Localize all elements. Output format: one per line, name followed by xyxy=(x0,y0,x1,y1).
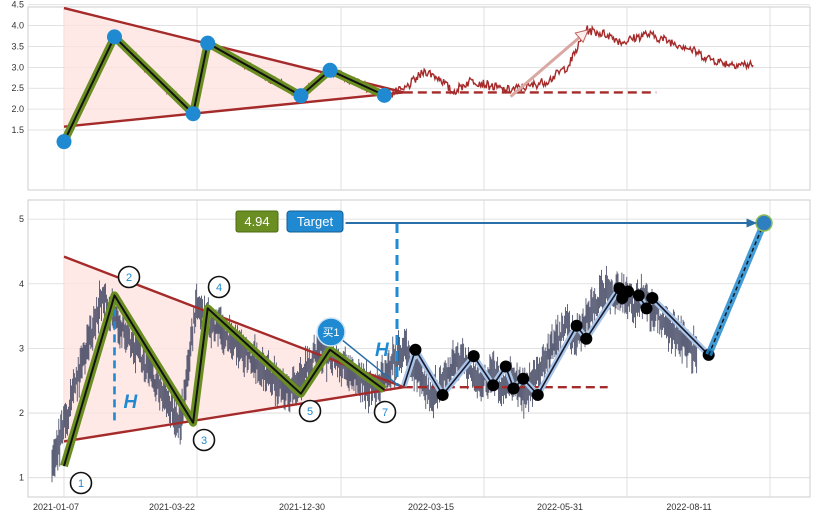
top-breakout-arrow-head xyxy=(574,29,590,44)
pivot-number-label: 4 xyxy=(216,282,222,294)
future-path-point xyxy=(622,285,635,298)
height-label-projection: H xyxy=(375,340,390,361)
top-y-tick-label: 3.5 xyxy=(11,41,24,51)
x-tick-label: 2022-03-15 xyxy=(408,502,454,512)
future-path-point xyxy=(580,332,593,345)
pivot-number-label: 2 xyxy=(126,272,132,284)
bottom-zigzag-inner xyxy=(63,294,385,467)
bottom-y-tick-label: 2 xyxy=(19,408,24,418)
pivot-number-label: 1 xyxy=(78,478,84,490)
breakout-marker xyxy=(316,317,346,347)
pivot-number-marker xyxy=(117,265,141,289)
pivot-number-label: 3 xyxy=(201,435,207,447)
target-value-label: 4.94 xyxy=(244,214,269,229)
future-path-point xyxy=(507,382,520,395)
top-pivot-point xyxy=(56,134,72,150)
x-tick-label: 2021-12-30 xyxy=(279,502,325,512)
future-path-point xyxy=(640,302,653,315)
future-path-point xyxy=(570,319,583,332)
top-breakout-arrow-shaft xyxy=(509,36,581,98)
pivot-number-marker xyxy=(207,275,231,299)
height-label-pattern: H xyxy=(123,392,138,413)
top-y-tick-label: 3.0 xyxy=(11,62,24,72)
breakout-connector xyxy=(340,338,400,387)
target-value-box xyxy=(235,210,279,233)
x-tick-label: 2022-08-11 xyxy=(666,502,711,512)
top-pivot-point xyxy=(376,87,392,103)
bottom-y-tick-label: 1 xyxy=(19,473,24,483)
future-path-point xyxy=(487,379,500,392)
future-path-point xyxy=(499,360,512,373)
pivot-number-marker xyxy=(192,428,216,452)
pivot-number-marker xyxy=(69,471,93,495)
projection-line-dashed xyxy=(708,222,765,356)
x-tick-label: 2021-01-07 xyxy=(33,502,79,512)
pivot-number-marker xyxy=(298,399,322,423)
bottom-y-tick-label: 5 xyxy=(19,214,24,224)
top-pivot-point xyxy=(322,62,338,78)
future-path-point xyxy=(517,372,530,385)
top-y-tick-label: 4.5 xyxy=(11,0,24,10)
pivot-number-label: 7 xyxy=(382,407,388,419)
top-y-tick-label: 2.0 xyxy=(11,104,24,114)
bottom-y-tick-label: 4 xyxy=(19,279,24,289)
top-y-tick-label: 1.5 xyxy=(11,125,24,135)
top-triangle-lower-edge xyxy=(63,91,404,128)
top-y-tick-label: 4.0 xyxy=(11,21,24,31)
future-path-point xyxy=(531,388,544,401)
bottom-triangle-lower-edge xyxy=(63,386,404,443)
future-path-point xyxy=(436,388,449,401)
target-arrow-head xyxy=(746,218,758,228)
bottom-y-tick-label: 3 xyxy=(19,343,24,353)
target-point xyxy=(755,214,773,232)
top-triangle-fill xyxy=(64,8,404,127)
pivot-number-marker xyxy=(373,400,397,424)
future-path-point xyxy=(467,350,480,363)
future-path-point xyxy=(646,291,659,304)
top-pivot-point xyxy=(185,106,201,122)
pivot-number-label: 5 xyxy=(307,406,313,418)
target-label: Target xyxy=(297,214,334,229)
target-label-box xyxy=(286,210,344,233)
x-tick-label: 2022-05-31 xyxy=(537,502,583,512)
top-pivot-point xyxy=(106,29,122,45)
top-pivot-point xyxy=(200,35,216,51)
breakout-label: 买1 xyxy=(322,326,339,339)
x-tick-label: 2021-03-22 xyxy=(149,502,195,512)
top-pivot-point xyxy=(293,88,309,104)
top-y-tick-label: 2.5 xyxy=(11,83,24,93)
future-path-point xyxy=(632,289,645,302)
future-path-point xyxy=(409,343,422,356)
